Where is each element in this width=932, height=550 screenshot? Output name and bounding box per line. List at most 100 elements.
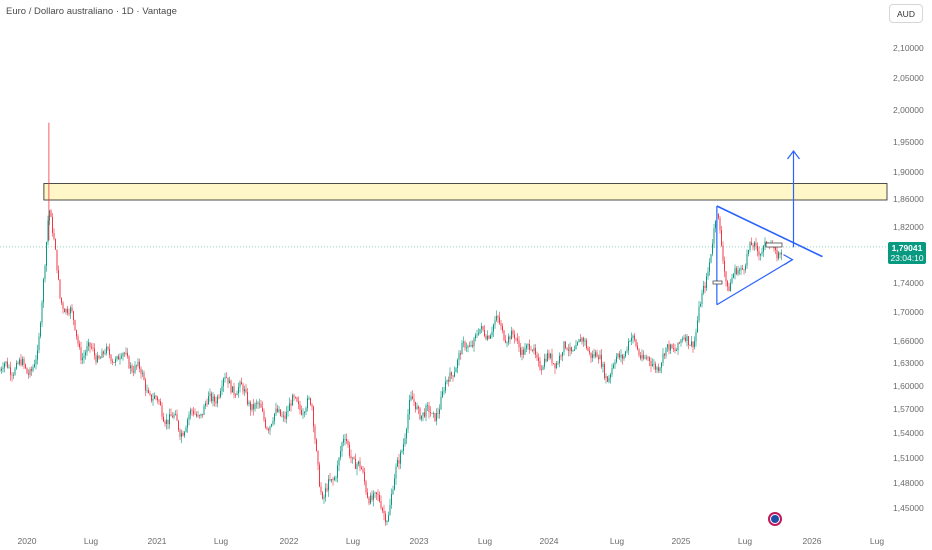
- candle-body: [341, 442, 343, 452]
- candle-body: [695, 332, 697, 342]
- candle-body: [470, 345, 472, 347]
- candle-body: [524, 348, 526, 355]
- candle-body: [410, 396, 412, 401]
- candle-body: [413, 399, 415, 402]
- candle-body: [230, 380, 232, 393]
- candle-body: [443, 390, 445, 392]
- candle-body: [151, 394, 152, 401]
- x-axis-tick-label: Lug: [346, 536, 360, 546]
- candle-body: [709, 262, 710, 272]
- candle-body: [418, 406, 419, 409]
- candle-body: [392, 489, 394, 495]
- candle-body: [689, 344, 691, 346]
- candle-body: [146, 390, 148, 391]
- candle-body: [778, 252, 779, 259]
- candle-body: [499, 317, 500, 324]
- candle-body: [31, 369, 32, 371]
- candle-body: [359, 461, 361, 468]
- candle-body: [338, 457, 340, 466]
- candle-body: [565, 341, 566, 349]
- candle-body: [44, 266, 46, 280]
- position-box: [765, 242, 783, 248]
- candle-body: [290, 403, 292, 406]
- candle-body: [670, 344, 671, 351]
- candle-body: [283, 415, 284, 417]
- candle-body: [475, 335, 476, 339]
- candle-body: [74, 320, 76, 330]
- candle-body: [247, 392, 248, 405]
- candle-body: [86, 346, 88, 353]
- candle-body: [196, 414, 197, 417]
- candle-body: [8, 367, 10, 369]
- candle-body: [94, 348, 95, 356]
- candle-body: [469, 345, 470, 347]
- candle-body: [52, 216, 53, 233]
- candle-body: [274, 413, 275, 421]
- candle-body: [671, 344, 673, 349]
- candle-body: [209, 393, 211, 397]
- candle-body: [350, 455, 352, 459]
- candle-body: [89, 342, 91, 348]
- candle-body: [257, 402, 259, 404]
- candle-body: [163, 416, 164, 422]
- candle-body: [308, 398, 310, 400]
- candle-body: [394, 478, 395, 490]
- candle-body: [686, 336, 688, 341]
- candle-body: [173, 414, 175, 418]
- candle-body: [265, 419, 266, 428]
- candle-body: [106, 346, 107, 354]
- y-axis-tick-label: 1,54000: [893, 428, 924, 438]
- candle-body: [221, 386, 223, 392]
- candle-body: [623, 355, 625, 359]
- event-marker-icon[interactable]: [768, 512, 782, 526]
- candle-body: [641, 354, 643, 359]
- candle-body: [487, 335, 488, 340]
- candle-body: [152, 398, 154, 401]
- y-axis-tick-label: 1,51000: [893, 453, 924, 463]
- candle-body: [526, 345, 527, 349]
- candle-body: [676, 350, 677, 351]
- candle-body: [712, 243, 713, 255]
- candle-body: [43, 279, 44, 303]
- candle-body: [314, 426, 316, 440]
- candle-body: [155, 395, 157, 398]
- candle-body: [239, 381, 241, 388]
- candle-body: [131, 365, 133, 372]
- candle-body: [80, 347, 82, 361]
- candle-body: [68, 313, 70, 314]
- candle-body: [527, 344, 529, 346]
- candle-body: [188, 414, 190, 420]
- candle-body: [515, 338, 517, 340]
- candle-body: [22, 359, 23, 366]
- candle-body: [233, 386, 235, 395]
- candle-body: [763, 245, 764, 252]
- candle-body: [571, 346, 572, 352]
- candle-body: [467, 345, 469, 348]
- candle-body: [287, 411, 289, 412]
- candle-body: [427, 405, 428, 407]
- candle-body: [193, 410, 194, 414]
- candle-body: [652, 364, 653, 366]
- candle-body: [505, 340, 506, 343]
- candle-body: [425, 405, 427, 417]
- candle-body: [254, 403, 256, 410]
- candle-body: [637, 345, 638, 350]
- candle-body: [476, 334, 478, 336]
- candle-body: [661, 362, 662, 368]
- candle-body: [145, 379, 146, 391]
- candle-body: [697, 320, 698, 333]
- candle-body: [185, 427, 187, 432]
- candle-body: [545, 358, 547, 362]
- candle-body: [29, 369, 31, 375]
- candle-body: [386, 520, 388, 523]
- candle-body: [604, 364, 605, 379]
- currency-button[interactable]: AUD: [889, 4, 923, 23]
- candle-body: [484, 329, 485, 336]
- candle-body: [745, 265, 746, 270]
- candle-body: [677, 342, 679, 351]
- candle-body: [491, 331, 493, 336]
- candle-body: [560, 355, 562, 357]
- candle-body: [737, 270, 739, 275]
- candle-body: [728, 286, 730, 292]
